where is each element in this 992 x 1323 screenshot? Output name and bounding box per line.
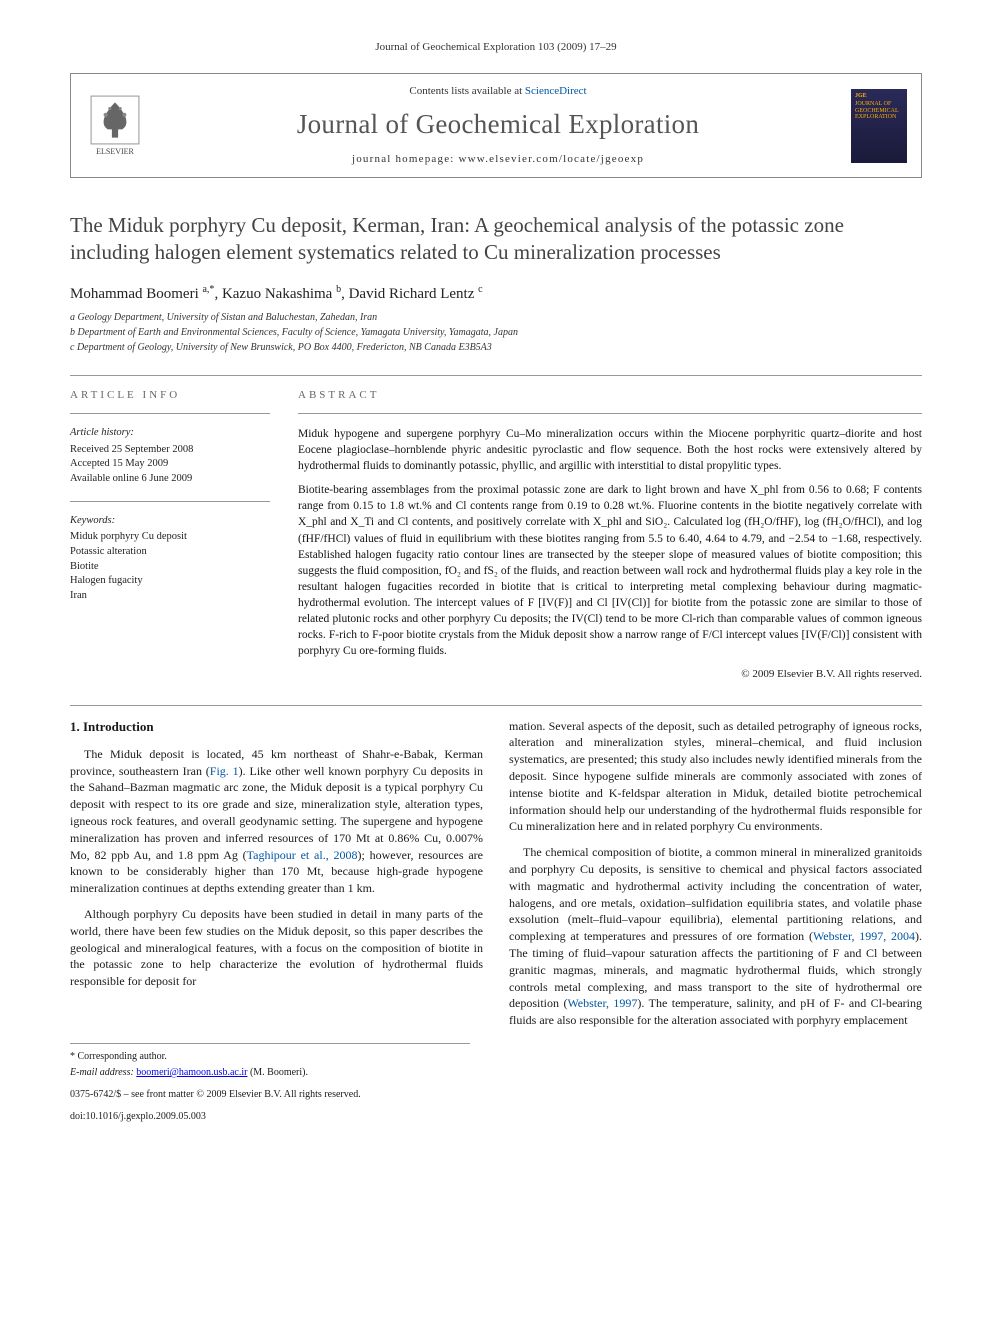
divider	[298, 413, 922, 414]
article-title: The Miduk porphyry Cu deposit, Kerman, I…	[70, 212, 922, 267]
availability-line: Contents lists available at ScienceDirec…	[159, 84, 837, 99]
history-item: Received 25 September 2008	[70, 443, 270, 458]
citation-link[interactable]: Webster, 1997	[567, 996, 637, 1010]
masthead-center: Contents lists available at ScienceDirec…	[159, 84, 837, 167]
body-paragraph: The Miduk deposit is located, 45 km nort…	[70, 746, 483, 897]
keyword-item: Biotite	[70, 560, 270, 575]
elsevier-logo-label: ELSEVIER	[96, 146, 134, 157]
author-email-link[interactable]: boomeri@hamoon.usb.ac.ir	[136, 1067, 247, 1078]
journal-name: Journal of Geochemical Exploration	[159, 106, 837, 144]
body-paragraph: The chemical composition of biotite, a c…	[509, 844, 922, 1029]
email-label: E-mail address:	[70, 1067, 134, 1078]
history-item: Available online 6 June 2009	[70, 472, 270, 487]
email-line: E-mail address: boomeri@hamoon.usb.ac.ir…	[70, 1066, 470, 1080]
divider	[70, 501, 270, 502]
doi-line: doi:10.1016/j.gexplo.2009.05.003	[70, 1110, 922, 1124]
article-body: 1. Introduction The Miduk deposit is loc…	[70, 718, 922, 1029]
affiliation: c Department of Geology, University of N…	[70, 341, 922, 355]
section-heading-introduction: 1. Introduction	[70, 718, 483, 736]
front-matter-line: 0375-6742/$ – see front matter © 2009 El…	[70, 1088, 922, 1102]
affiliation-list: a Geology Department, University of Sist…	[70, 311, 922, 355]
journal-masthead: ELSEVIER Contents lists available at Sci…	[70, 73, 922, 178]
abstract-copyright: © 2009 Elsevier B.V. All rights reserved…	[298, 667, 922, 682]
abstract-label: ABSTRACT	[298, 388, 922, 403]
email-attribution: (M. Boomeri).	[250, 1067, 308, 1078]
running-header: Journal of Geochemical Exploration 103 (…	[70, 40, 922, 55]
cover-title: JOURNAL OF GEOCHEMICAL EXPLORATION	[855, 101, 903, 121]
history-heading: Article history:	[70, 426, 270, 441]
citation-link[interactable]: Webster, 1997, 2004	[813, 929, 915, 943]
sciencedirect-link[interactable]: ScienceDirect	[525, 85, 587, 97]
divider	[70, 375, 922, 376]
divider	[70, 705, 922, 706]
citation-link[interactable]: Taghipour et al., 2008	[247, 848, 358, 862]
journal-cover-thumbnail: JGE JOURNAL OF GEOCHEMICAL EXPLORATION	[851, 89, 907, 163]
availability-prefix: Contents lists available at	[409, 85, 524, 97]
article-info-label: ARTICLE INFO	[70, 388, 270, 403]
keyword-item: Iran	[70, 589, 270, 604]
figure-link[interactable]: Fig. 1	[210, 764, 239, 778]
corresponding-author-note: * Corresponding author.	[70, 1050, 470, 1064]
body-paragraph: mation. Several aspects of the deposit, …	[509, 718, 922, 836]
affiliation: a Geology Department, University of Sist…	[70, 311, 922, 325]
history-item: Accepted 15 May 2009	[70, 457, 270, 472]
abstract-paragraph: Biotite-bearing assemblages from the pro…	[298, 482, 922, 659]
article-history-block: Article history: Received 25 September 2…	[70, 426, 270, 487]
keyword-item: Potassic alteration	[70, 545, 270, 560]
footnotes: * Corresponding author. E-mail address: …	[70, 1043, 470, 1080]
cover-abbrev: JGE	[855, 93, 903, 100]
keywords-block: Keywords: Miduk porphyry Cu depositPotas…	[70, 514, 270, 604]
elsevier-tree-icon	[89, 94, 141, 146]
body-paragraph: Although porphyry Cu deposits have been …	[70, 906, 483, 990]
keyword-item: Halogen fugacity	[70, 574, 270, 589]
abstract-text: Miduk hypogene and supergene porphyry Cu…	[298, 426, 922, 659]
divider	[70, 413, 270, 414]
affiliation: b Department of Earth and Environmental …	[70, 326, 922, 340]
journal-homepage: journal homepage: www.elsevier.com/locat…	[159, 152, 837, 167]
abstract-paragraph: Miduk hypogene and supergene porphyry Cu…	[298, 426, 922, 474]
author-list: Mohammad Boomeri a,*, Kazuo Nakashima b,…	[70, 283, 922, 305]
keyword-item: Miduk porphyry Cu deposit	[70, 530, 270, 545]
keywords-heading: Keywords:	[70, 514, 270, 529]
abstract-column: ABSTRACT Miduk hypogene and supergene po…	[298, 388, 922, 683]
article-info-column: ARTICLE INFO Article history: Received 2…	[70, 388, 270, 683]
elsevier-logo: ELSEVIER	[85, 91, 145, 161]
